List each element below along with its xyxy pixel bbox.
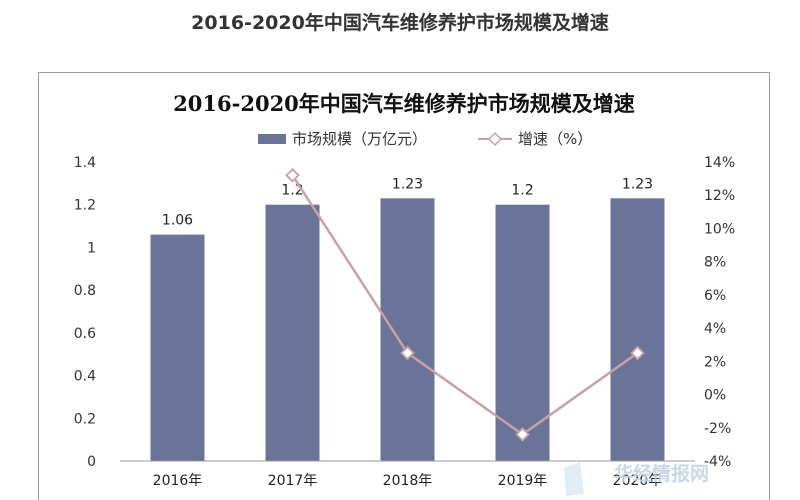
left-axis-ticks: 0 0.2 0.4 0.6 0.8 1 1.2 1.4	[74, 155, 96, 470]
growth-line	[285, 168, 645, 442]
bar-value-label: 1.2	[281, 183, 303, 199]
bar-2018年	[380, 198, 435, 462]
chart-frame	[38, 72, 770, 500]
legend-bar-label: 市场规模（万亿元）	[292, 130, 427, 148]
bar-value-label: 1.2	[511, 183, 533, 199]
bar-value-label: 1.23	[392, 176, 423, 192]
x-tick-label: 2018年	[383, 473, 433, 489]
growth-point-2020年	[630, 345, 645, 361]
right-tick-label: 8%	[704, 255, 726, 271]
left-tick-label: 0	[87, 454, 96, 470]
left-tick-label: 0.2	[74, 411, 96, 427]
bar-2017年	[265, 204, 320, 461]
right-tick-label: 6%	[704, 288, 726, 304]
chart-title: 2016-2020年中国汽车维修养护市场规模及增速	[173, 91, 635, 116]
x-tick-label: 2016年	[153, 473, 203, 489]
x-axis-ticks: 2016年 2017年 2018年 2019年 2020年	[153, 473, 663, 489]
watermark-shape	[564, 462, 584, 496]
right-tick-label: -2%	[704, 421, 731, 437]
growth-point-2019年	[515, 427, 530, 442]
x-tick-label: 2019年	[498, 473, 548, 489]
right-tick-label: 4%	[704, 321, 726, 337]
bar-value-label: 1.23	[622, 176, 653, 192]
right-tick-label: 14%	[704, 155, 735, 171]
right-axis-ticks: -4% -2% 0% 2% 4% 6% 8% 10% 12% 14%	[704, 155, 735, 470]
growth-line-path	[291, 174, 639, 436]
right-tick-label: 12%	[704, 188, 735, 204]
left-tick-label: 0.6	[74, 326, 96, 342]
right-tick-label: -4%	[704, 454, 731, 470]
bar-value-label: 1.06	[162, 213, 193, 229]
right-tick-label: 10%	[704, 221, 735, 237]
left-tick-label: 1.4	[74, 155, 96, 171]
legend: 市场规模（万亿元） 增速（%）	[258, 130, 592, 148]
left-tick-label: 0.4	[74, 369, 96, 385]
growth-point-2017年	[285, 168, 300, 183]
left-tick-label: 0.8	[74, 283, 96, 299]
legend-diamond-icon	[487, 131, 503, 147]
watermark-text: 华经情报网	[614, 462, 709, 485]
x-tick-label: 2017年	[268, 473, 318, 489]
legend-line-label: 增速（%）	[518, 130, 592, 148]
growth-point-2018年	[400, 345, 415, 361]
left-tick-label: 1.2	[74, 198, 96, 214]
legend-bar-swatch	[258, 134, 286, 144]
watermark-logo: 华经情报网	[564, 462, 709, 496]
left-tick-label: 1	[87, 240, 96, 256]
bar-labels: 1.06 1.2 1.23 1.2 1.23	[162, 176, 653, 228]
x-tick-label: 2020年	[613, 473, 663, 489]
bar-2019年	[495, 204, 550, 461]
bar-2020年	[610, 198, 665, 462]
bars	[150, 198, 665, 462]
right-tick-label: 0%	[704, 388, 726, 404]
page-title: 2016-2020年中国汽车维修养护市场规模及增速	[191, 12, 609, 34]
bar-2016年	[150, 234, 205, 461]
right-tick-label: 2%	[704, 354, 726, 370]
